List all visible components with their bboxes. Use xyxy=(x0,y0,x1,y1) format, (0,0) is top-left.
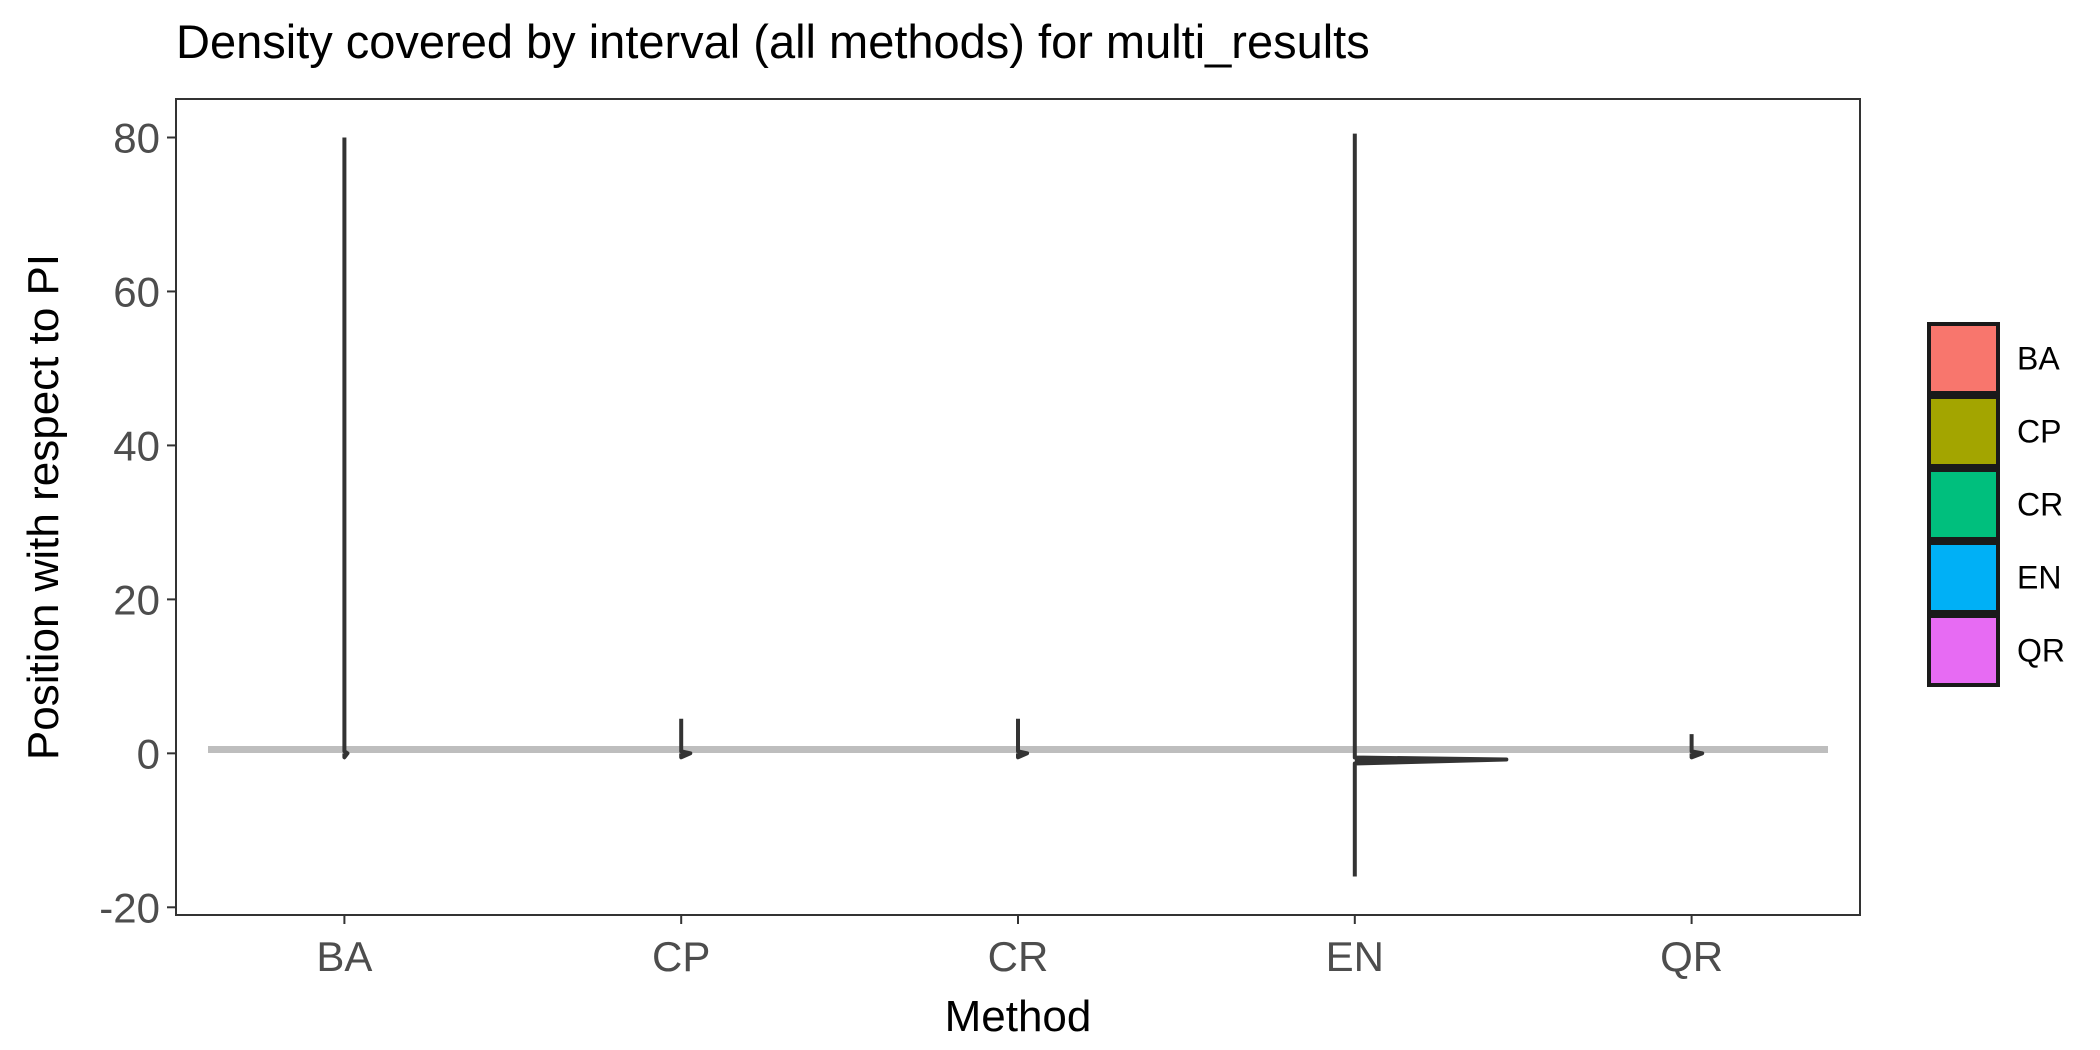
x-tick-label: BA xyxy=(316,933,372,980)
x-tick-label: CR xyxy=(988,933,1049,980)
y-tick-label: 40 xyxy=(113,422,160,469)
legend-key-qr xyxy=(1927,614,2000,687)
y-axis: -20 0 20 40 60 80 xyxy=(99,114,176,931)
x-axis: BA CP CR EN QR xyxy=(316,915,1723,980)
legend-key-cr xyxy=(1927,468,2000,541)
legend-key-en xyxy=(1927,541,2000,614)
legend: BA CP CR EN QR xyxy=(1927,322,2065,687)
legend-key-ba xyxy=(1927,322,2000,395)
legend-label: EN xyxy=(2017,560,2061,596)
violins xyxy=(342,133,1705,877)
y-tick-label: -20 xyxy=(99,884,160,931)
legend-label: BA xyxy=(2017,341,2060,377)
violin-cp xyxy=(679,718,693,760)
y-axis-title: Position with respect to PI xyxy=(19,254,68,760)
legend-label: QR xyxy=(2017,633,2065,669)
legend-label: CP xyxy=(2017,414,2061,450)
chart-title: Density covered by interval (all methods… xyxy=(176,15,1370,68)
y-tick-label: 0 xyxy=(137,730,160,777)
y-tick-label: 60 xyxy=(113,268,160,315)
y-tick-label: 80 xyxy=(113,114,160,161)
violin-ba xyxy=(342,137,350,760)
violin-qr xyxy=(1689,734,1705,760)
x-tick-label: CP xyxy=(652,933,710,980)
x-tick-label: QR xyxy=(1660,933,1723,980)
y-tick-label: 20 xyxy=(113,576,160,623)
x-tick-label: EN xyxy=(1326,933,1384,980)
legend-key-cp xyxy=(1927,395,2000,468)
violin-cr xyxy=(1016,718,1030,760)
violin-en xyxy=(1352,133,1509,877)
plot-panel xyxy=(175,98,1861,916)
x-axis-title: Method xyxy=(945,992,1092,1041)
legend-label: CR xyxy=(2017,487,2063,523)
